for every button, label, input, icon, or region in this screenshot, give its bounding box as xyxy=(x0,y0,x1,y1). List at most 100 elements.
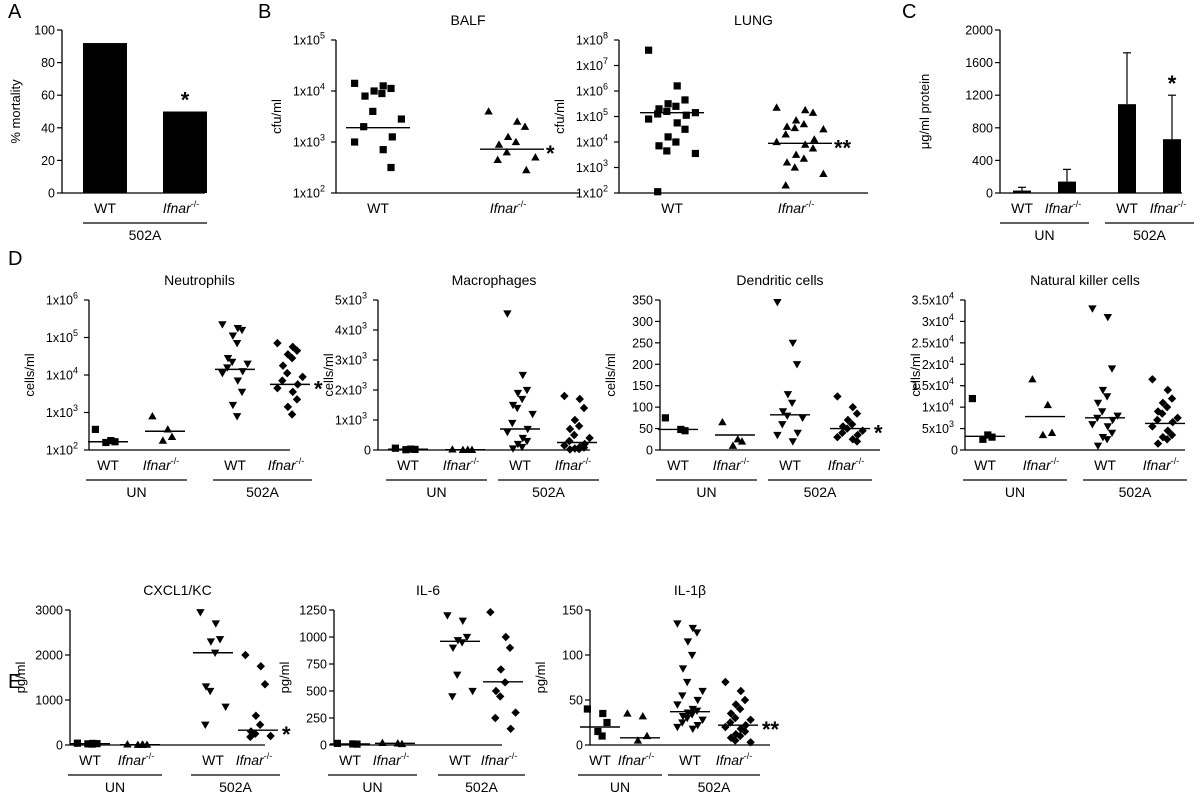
x-category-label: WT xyxy=(779,457,801,473)
data-point xyxy=(1043,400,1052,409)
data-point xyxy=(838,428,847,438)
data-point xyxy=(693,696,702,705)
data-point xyxy=(580,439,589,449)
group-label: UN xyxy=(126,484,146,500)
y-tick-label: 1x102 xyxy=(46,441,78,458)
data-point xyxy=(228,332,238,340)
data-point xyxy=(379,146,387,154)
y-tick-label: 1x104 xyxy=(46,366,78,383)
data-point xyxy=(570,430,579,440)
chart-title: Natural killer cells xyxy=(1030,272,1140,288)
data-point xyxy=(687,711,697,719)
data-point xyxy=(603,718,611,727)
data-point xyxy=(502,148,511,156)
y-tick-label: 1x103 xyxy=(46,403,78,420)
data-point xyxy=(740,695,750,705)
data-point xyxy=(1047,428,1057,437)
data-point xyxy=(565,445,575,454)
data-point xyxy=(728,441,738,449)
data-point xyxy=(508,419,517,428)
y-axis-label: cells/ml xyxy=(321,353,336,396)
x-category-label: Ifnar-/- xyxy=(713,456,750,473)
data-point xyxy=(1163,385,1172,395)
data-point xyxy=(682,111,690,119)
y-tick-label: 60 xyxy=(41,89,55,103)
chart-title: BALF xyxy=(450,12,485,28)
bar xyxy=(83,43,127,193)
data-point xyxy=(167,432,177,441)
y-axis-label: cells/ml xyxy=(908,353,923,396)
data-point xyxy=(683,678,692,687)
data-point xyxy=(1102,393,1112,401)
data-point xyxy=(772,137,781,146)
data-point xyxy=(292,346,302,355)
y-tick-label: 1250 xyxy=(299,604,327,618)
group-label: UN xyxy=(362,779,382,795)
data-point xyxy=(599,709,607,718)
data-point xyxy=(511,708,520,717)
data-point xyxy=(223,364,232,372)
data-point xyxy=(1098,408,1107,416)
y-tick-label: 0 xyxy=(646,444,653,458)
data-point xyxy=(565,424,575,434)
data-point xyxy=(221,703,230,711)
data-point xyxy=(1088,421,1097,429)
data-point xyxy=(801,105,810,114)
group-label: 502A xyxy=(219,779,252,795)
data-point xyxy=(731,700,741,709)
data-point xyxy=(1167,394,1177,403)
data-point xyxy=(718,417,727,426)
data-point xyxy=(232,413,242,421)
data-point xyxy=(369,107,377,115)
data-point xyxy=(484,107,493,115)
data-point xyxy=(560,441,569,450)
data-point xyxy=(298,372,307,382)
data-point xyxy=(560,391,569,401)
y-tick-label: 4x103 xyxy=(335,321,367,338)
data-point xyxy=(799,119,809,128)
data-point xyxy=(288,387,297,397)
data-point xyxy=(663,107,671,115)
data-point xyxy=(726,709,736,718)
bar xyxy=(163,111,207,193)
y-axis-label: pg/ml xyxy=(13,661,28,693)
data-point xyxy=(681,96,689,104)
data-point xyxy=(1093,399,1103,408)
data-point xyxy=(462,633,472,642)
y-tick-label: 1200 xyxy=(965,89,993,103)
y-tick-label: 80 xyxy=(41,56,55,70)
data-point xyxy=(1038,430,1048,439)
panel-b2: LUNG 1x102 1x103 1x104 1x105 1x106 1x107 1x108 c… xyxy=(552,12,868,216)
data-point xyxy=(772,103,781,111)
data-point xyxy=(672,102,680,110)
y-tick-label: 1x105 xyxy=(293,31,325,48)
bar xyxy=(1118,104,1136,193)
data-point xyxy=(1148,375,1157,384)
data-point xyxy=(664,133,672,141)
data-point xyxy=(513,389,523,398)
bar xyxy=(1013,190,1031,193)
data-point xyxy=(266,731,275,741)
data-point xyxy=(783,412,792,420)
data-point xyxy=(1102,436,1112,444)
data-point xyxy=(241,650,250,660)
data-point xyxy=(1153,415,1162,425)
data-point xyxy=(852,409,862,418)
data-point xyxy=(1103,313,1112,322)
panel-label: D xyxy=(8,248,22,270)
data-point xyxy=(1098,433,1108,442)
data-point xyxy=(123,740,132,748)
data-point xyxy=(773,431,782,440)
y-axis-label: cfu/ml xyxy=(552,99,567,134)
data-point xyxy=(513,404,522,413)
chart-title: LUNG xyxy=(734,12,773,28)
data-point xyxy=(654,110,662,118)
chart-title: Dendritic cells xyxy=(736,272,823,288)
data-point xyxy=(522,437,532,446)
data-point xyxy=(458,617,467,625)
y-tick-label: 1x103 xyxy=(335,411,367,428)
significance-marker: * xyxy=(874,421,883,446)
data-point xyxy=(278,361,288,370)
data-point xyxy=(505,643,515,652)
y-tick-label: 3000 xyxy=(35,604,63,618)
